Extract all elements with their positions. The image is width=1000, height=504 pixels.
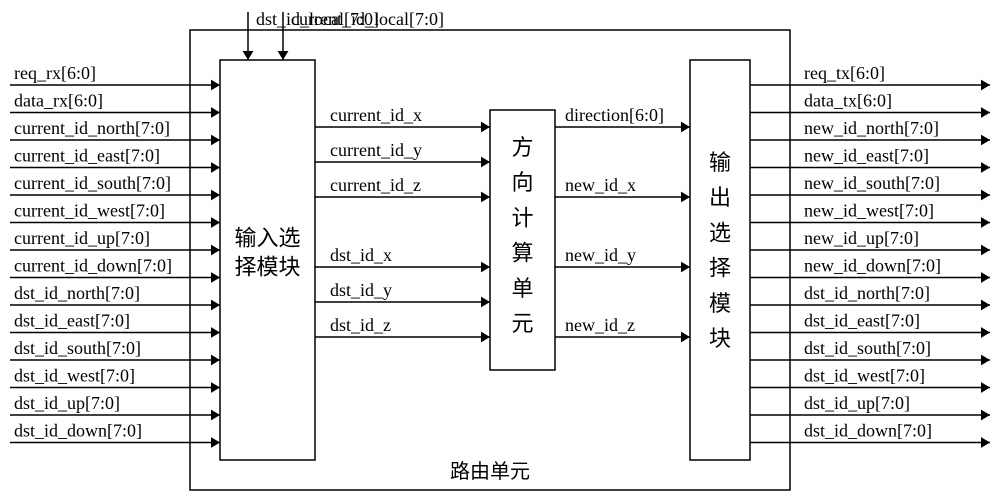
right-output-label: new_id_north[7:0] xyxy=(804,118,939,138)
right-output-label: dst_id_north[7:0] xyxy=(804,283,930,303)
left-input-label: dst_id_down[7:0] xyxy=(14,421,142,441)
left-input-label: dst_id_east[7:0] xyxy=(14,311,130,331)
dir-calc-label: 向 xyxy=(511,170,533,195)
right-output-label: new_id_up[7:0] xyxy=(804,228,919,248)
mid-right-signal: new_id_x xyxy=(565,175,636,195)
dir-calc-label: 方 xyxy=(511,135,533,160)
mid-left-signal: current_id_y xyxy=(330,140,422,160)
output-select-label: 出 xyxy=(709,185,731,210)
output-select-label: 模 xyxy=(709,291,731,316)
dir-calc-label: 计 xyxy=(511,205,533,230)
left-input-label: data_rx[6:0] xyxy=(14,91,103,111)
output-select-label: 输 xyxy=(709,150,731,175)
left-input-label: current_id_east[7:0] xyxy=(14,146,160,166)
left-input-label: dst_id_up[7:0] xyxy=(14,393,120,413)
left-input-label: current_id_west[7:0] xyxy=(14,201,165,221)
caption: 路由单元 xyxy=(450,460,530,483)
input-select-label: 择模块 xyxy=(234,254,300,279)
left-input-label: current_id_down[7:0] xyxy=(14,256,172,276)
mid-left-signal: dst_id_x xyxy=(330,245,392,265)
output-select-label: 选 xyxy=(709,220,731,245)
mid-left-signal: dst_id_y xyxy=(330,280,392,300)
input-select-label: 输入选 xyxy=(234,226,300,251)
right-output-label: new_id_west[7:0] xyxy=(804,201,934,221)
left-input-label: req_rx[6:0] xyxy=(14,63,96,83)
right-output-label: new_id_south[7:0] xyxy=(804,173,940,193)
right-output-label: dst_id_west[7:0] xyxy=(804,366,925,386)
right-output-label: dst_id_south[7:0] xyxy=(804,338,931,358)
right-output-label: new_id_east[7:0] xyxy=(804,146,929,166)
right-output-label: req_tx[6:0] xyxy=(804,63,885,83)
dir-calc-label: 元 xyxy=(511,311,533,336)
dir-calc-label: 单 xyxy=(511,276,533,301)
left-input-label: current_id_up[7:0] xyxy=(14,228,150,248)
mid-left-signal: current_id_z xyxy=(330,175,421,195)
right-output-label: dst_id_east[7:0] xyxy=(804,311,920,331)
left-input-label: current_id_south[7:0] xyxy=(14,173,171,193)
right-output-label: dst_id_up[7:0] xyxy=(804,393,910,413)
mid-right-signal: direction[6:0] xyxy=(565,105,664,125)
left-input-label: current_id_north[7:0] xyxy=(14,118,170,138)
right-output-label: dst_id_down[7:0] xyxy=(804,421,932,441)
mid-right-signal: new_id_y xyxy=(565,245,636,265)
mid-right-signal: new_id_z xyxy=(565,315,635,335)
top-signal-label: current_id_local[7:0] xyxy=(291,9,444,29)
left-input-label: dst_id_west[7:0] xyxy=(14,366,135,386)
right-output-label: new_id_down[7:0] xyxy=(804,256,941,276)
left-input-label: dst_id_south[7:0] xyxy=(14,338,141,358)
dir-calc-label: 算 xyxy=(511,241,533,266)
left-input-label: dst_id_north[7:0] xyxy=(14,283,140,303)
mid-left-signal: dst_id_z xyxy=(330,315,391,335)
output-select-label: 块 xyxy=(709,326,731,351)
right-output-label: data_tx[6:0] xyxy=(804,91,892,111)
mid-left-signal: current_id_x xyxy=(330,105,422,125)
output-select-label: 择 xyxy=(709,256,731,281)
